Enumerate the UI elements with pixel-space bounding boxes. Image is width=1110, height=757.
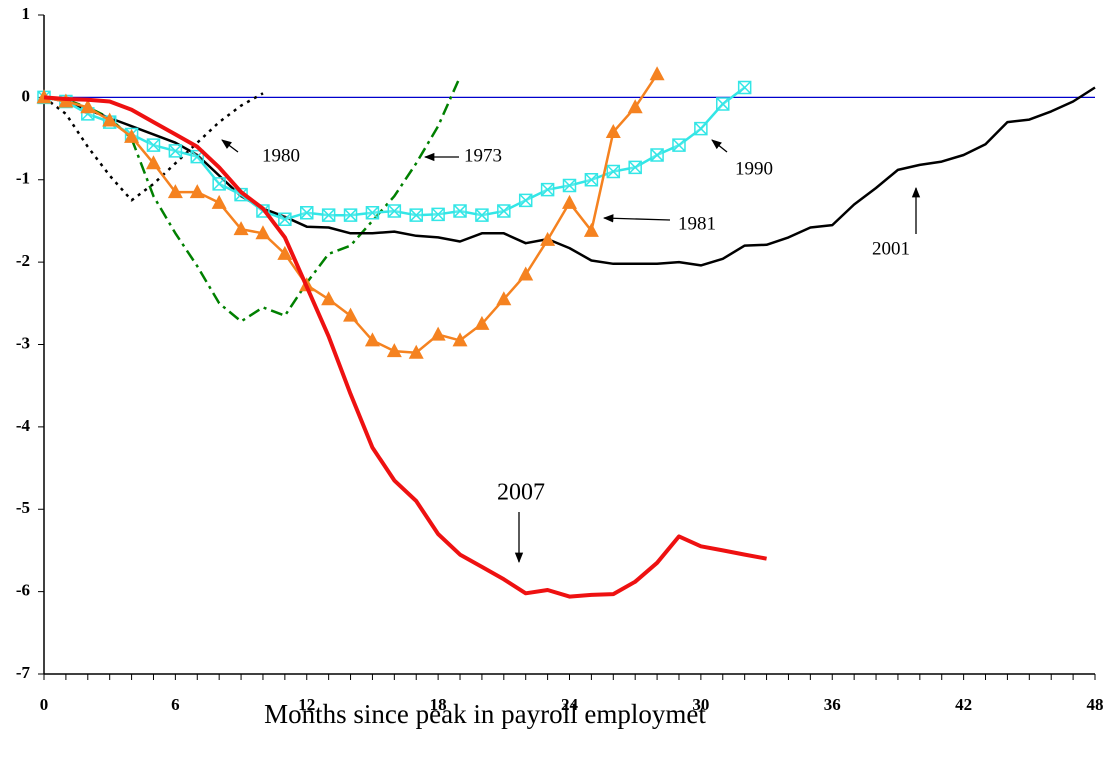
point-marker	[649, 66, 665, 81]
annotation-arrow	[711, 139, 728, 153]
point-marker	[80, 99, 96, 114]
annotation: 1990	[735, 158, 773, 179]
point-marker	[102, 112, 118, 127]
x-tick-label: 48	[1087, 695, 1104, 714]
x-tick-label: 24	[561, 695, 579, 714]
series-line	[43, 76, 462, 323]
point-marker	[343, 208, 358, 222]
point-marker	[606, 164, 621, 179]
point-marker	[145, 155, 161, 170]
point-marker	[628, 160, 642, 175]
x-tick-label: 6	[171, 695, 180, 714]
point-marker	[518, 193, 533, 208]
point-marker	[146, 138, 161, 152]
point-marker	[627, 99, 643, 114]
x-tick-label: 12	[298, 695, 315, 714]
point-marker	[562, 178, 577, 193]
point-marker	[540, 231, 556, 246]
y-tick-label: -5	[16, 498, 30, 517]
series-line	[43, 95, 767, 599]
point-marker	[453, 204, 467, 218]
point-marker	[364, 332, 380, 347]
point-marker	[212, 177, 226, 191]
series-line	[43, 86, 1096, 267]
annotation: 1981	[678, 213, 716, 234]
x-tick-label: 36	[824, 695, 841, 714]
point-marker	[431, 207, 445, 222]
point-marker	[277, 245, 293, 260]
y-tick-label: 1	[22, 4, 31, 23]
point-marker	[474, 315, 490, 330]
point-marker	[168, 144, 183, 158]
point-marker	[343, 307, 359, 322]
x-tick-label: 18	[430, 695, 447, 714]
y-tick-label: -3	[16, 333, 30, 352]
point-marker	[430, 326, 446, 341]
point-marker	[211, 194, 227, 209]
x-tick-label: 30	[692, 695, 709, 714]
annotation: 1973	[464, 145, 502, 166]
point-marker	[278, 212, 292, 227]
point-marker	[387, 204, 402, 218]
point-marker	[672, 138, 686, 152]
point-marker	[475, 208, 489, 222]
point-marker	[386, 343, 402, 358]
point-marker	[365, 205, 380, 220]
point-marker	[409, 208, 423, 222]
point-marker	[737, 80, 752, 95]
point-marker	[540, 182, 555, 197]
point-marker	[321, 208, 336, 222]
point-marker	[562, 194, 577, 209]
point-marker	[650, 148, 664, 162]
annotation-arrow	[221, 139, 239, 153]
point-marker	[583, 222, 599, 237]
y-tick-label: -2	[16, 251, 30, 270]
point-marker	[452, 332, 468, 347]
x-axis-title: Months since peak in payroll employmet	[264, 699, 706, 729]
annotation: 2001	[872, 238, 910, 259]
series-line	[43, 86, 746, 221]
y-tick-label: -4	[16, 416, 31, 435]
point-marker	[496, 291, 512, 306]
y-tick-label: 0	[22, 86, 31, 105]
point-marker	[255, 225, 271, 240]
y-tick-label: -1	[16, 169, 30, 188]
point-marker	[167, 184, 183, 199]
point-marker	[300, 205, 314, 220]
point-marker	[584, 173, 599, 187]
x-tick-label: 0	[40, 695, 49, 714]
x-tick-label: 42	[955, 695, 972, 714]
point-marker	[497, 204, 511, 218]
point-marker	[408, 344, 424, 359]
point-marker	[36, 89, 52, 104]
point-marker	[233, 221, 249, 236]
annotation-arrow	[602, 214, 671, 223]
point-marker	[518, 266, 534, 281]
y-tick-label: -7	[16, 663, 31, 682]
annotation: 2007	[497, 480, 545, 506]
annotation: 1980	[262, 145, 300, 166]
point-marker	[124, 128, 140, 143]
point-marker	[694, 121, 708, 136]
point-marker	[321, 291, 337, 306]
y-tick-label: -6	[16, 581, 30, 600]
point-marker	[605, 123, 621, 138]
point-marker	[189, 184, 205, 199]
point-marker	[716, 97, 730, 111]
